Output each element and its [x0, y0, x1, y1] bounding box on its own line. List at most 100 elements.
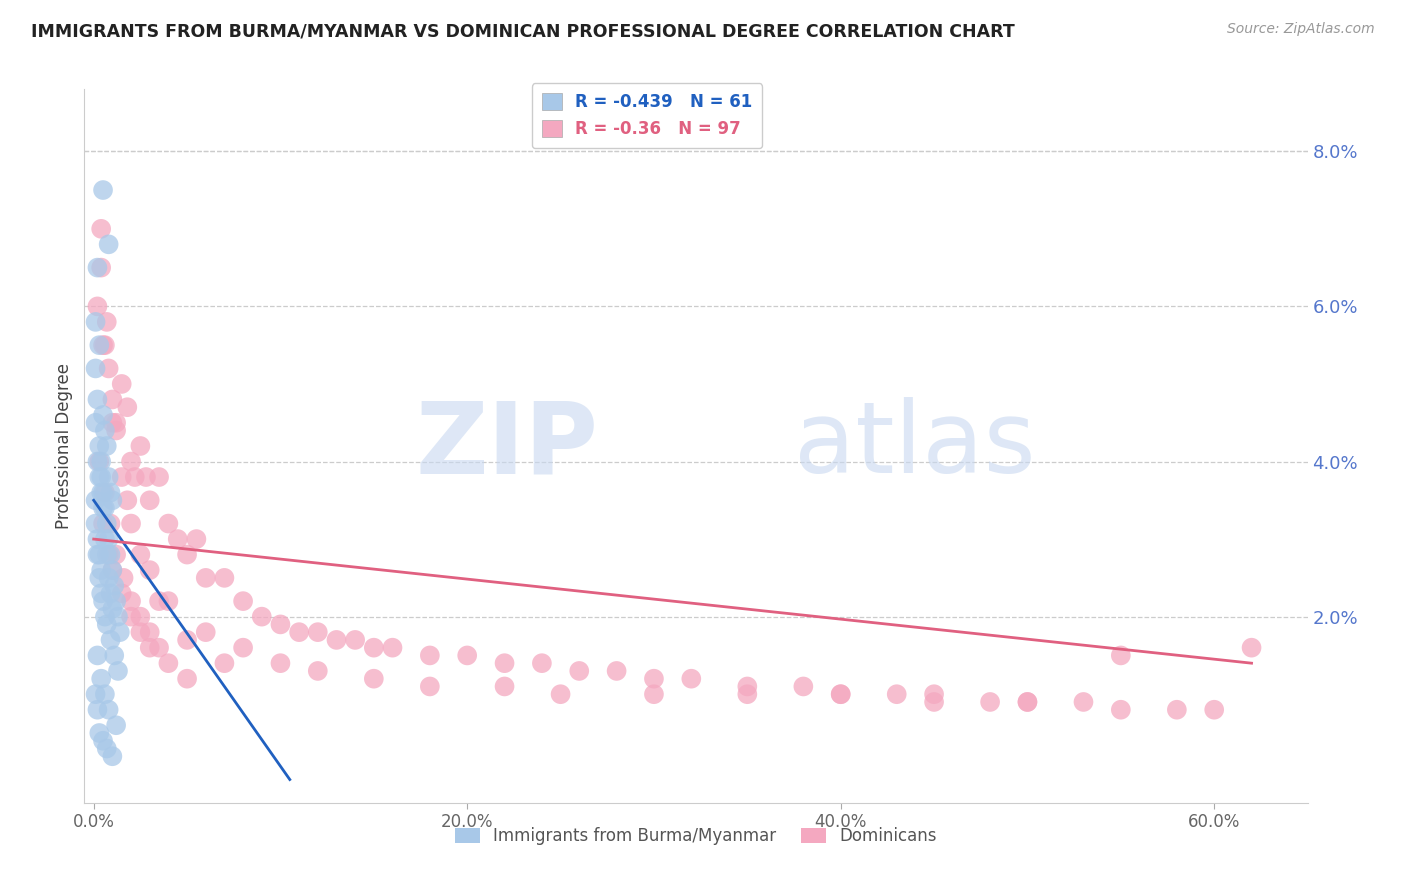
Point [214, 571, 236, 585]
Point [86, 454, 108, 468]
Point [922, 687, 945, 701]
Point [419, 680, 441, 694]
Point [138, 625, 160, 640]
Point [922, 695, 945, 709]
Point [97, 361, 120, 376]
Point [90, 485, 112, 500]
Point [89, 726, 111, 740]
Point [96, 439, 118, 453]
Point [1204, 703, 1226, 717]
Point [1017, 695, 1039, 709]
Point [643, 687, 665, 701]
Point [94, 687, 117, 701]
Point [97, 470, 120, 484]
Point [86, 260, 108, 275]
Point [1166, 703, 1188, 717]
Point [96, 741, 118, 756]
Point [1109, 703, 1132, 717]
Point [111, 470, 134, 484]
Point [101, 602, 124, 616]
Point [117, 401, 139, 415]
Point [90, 470, 112, 484]
Point [105, 718, 128, 732]
Text: Source: ZipAtlas.com: Source: ZipAtlas.com [1227, 22, 1375, 37]
Point [84, 315, 107, 329]
Point [194, 625, 217, 640]
Point [550, 687, 572, 701]
Point [105, 416, 128, 430]
Point [101, 563, 124, 577]
Point [124, 470, 146, 484]
Point [86, 703, 108, 717]
Point [214, 656, 236, 670]
Point [89, 571, 111, 585]
Point [681, 672, 703, 686]
Point [105, 548, 128, 562]
Point [157, 656, 180, 670]
Point [97, 703, 120, 717]
Point [120, 516, 142, 531]
Point [138, 640, 160, 655]
Point [792, 680, 814, 694]
Point [148, 640, 170, 655]
Point [307, 664, 329, 678]
Point [232, 640, 254, 655]
Point [96, 315, 118, 329]
Point [381, 640, 404, 655]
Point [100, 516, 122, 531]
Point [129, 625, 152, 640]
Point [101, 749, 124, 764]
Point [91, 501, 114, 516]
Point [1109, 648, 1132, 663]
Point [1017, 695, 1039, 709]
Point [94, 424, 117, 438]
Point [232, 594, 254, 608]
Point [96, 516, 118, 531]
Point [250, 609, 273, 624]
Point [100, 485, 122, 500]
Point [101, 392, 124, 407]
Point [89, 439, 111, 453]
Point [89, 548, 111, 562]
Point [456, 648, 478, 663]
Point [101, 493, 124, 508]
Point [606, 664, 628, 678]
Point [94, 609, 117, 624]
Point [363, 640, 385, 655]
Text: atlas: atlas [794, 398, 1035, 494]
Point [288, 625, 311, 640]
Point [112, 571, 135, 585]
Text: ZIP: ZIP [415, 398, 598, 494]
Point [100, 586, 122, 600]
Point [176, 632, 198, 647]
Point [129, 439, 152, 453]
Point [97, 571, 120, 585]
Point [91, 594, 114, 608]
Point [101, 416, 124, 430]
Point [97, 548, 120, 562]
Point [90, 222, 112, 236]
Point [111, 586, 134, 600]
Point [100, 548, 122, 562]
Point [91, 516, 114, 531]
Point [86, 548, 108, 562]
Point [138, 563, 160, 577]
Text: IMMIGRANTS FROM BURMA/MYANMAR VS DOMINICAN PROFESSIONAL DEGREE CORRELATION CHART: IMMIGRANTS FROM BURMA/MYANMAR VS DOMINIC… [31, 22, 1015, 40]
Point [830, 687, 852, 701]
Point [91, 733, 114, 747]
Point [89, 470, 111, 484]
Point [157, 594, 180, 608]
Point [86, 648, 108, 663]
Point [737, 687, 759, 701]
Point [166, 532, 188, 546]
Point [148, 594, 170, 608]
Point [568, 664, 591, 678]
Point [105, 424, 128, 438]
Point [100, 632, 122, 647]
Point [96, 548, 118, 562]
Point [107, 664, 129, 678]
Point [94, 485, 117, 500]
Point [86, 532, 108, 546]
Point [129, 548, 152, 562]
Point [148, 470, 170, 484]
